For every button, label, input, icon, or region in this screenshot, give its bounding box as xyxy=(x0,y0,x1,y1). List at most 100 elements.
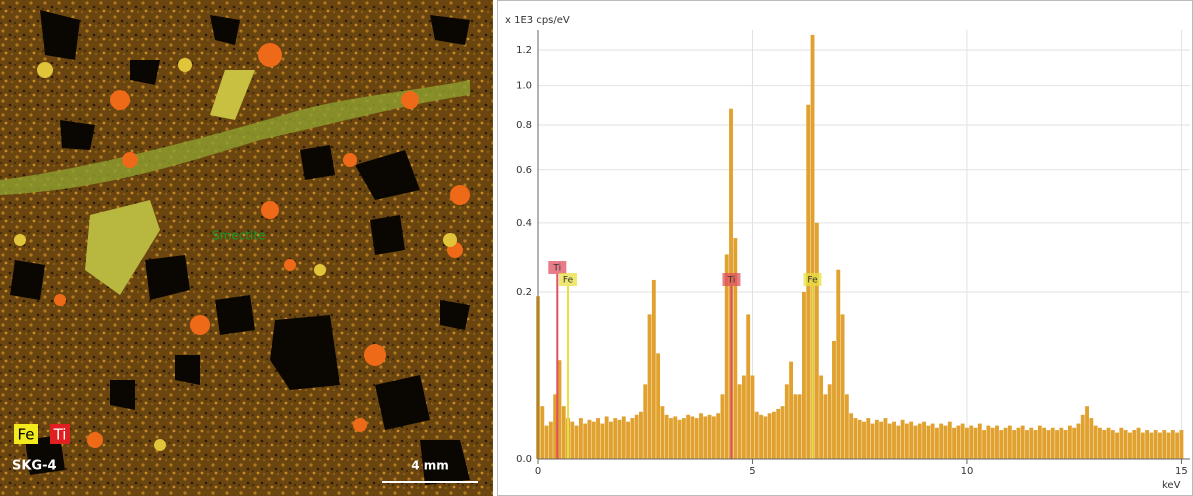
spectrum-bar xyxy=(892,421,896,459)
spectrum-bar xyxy=(1093,425,1098,459)
spectrum-bar xyxy=(879,421,884,459)
spectrum-bar xyxy=(639,411,643,459)
spectrum-bar xyxy=(690,416,695,459)
spectrum: x 1E3 cps/eV keV 0.0 0.2 0.4 0.6 0.8 1.0 1.2 0 5 10… xyxy=(505,15,1190,491)
spectrum-bar xyxy=(548,421,553,459)
spectrum-bar xyxy=(990,427,995,459)
spectrum-bar xyxy=(1059,427,1064,459)
spectrum-bar xyxy=(896,425,901,459)
spectrum-bar xyxy=(1123,430,1128,459)
spectrum-bar xyxy=(849,413,854,459)
spectrum-bar xyxy=(1055,430,1059,459)
spectrum-bar xyxy=(780,406,785,459)
spectrum-bar xyxy=(643,384,648,459)
spectrum-bar xyxy=(604,416,609,459)
spectrum-bar xyxy=(656,353,661,459)
spectrum-bar xyxy=(1128,432,1132,459)
x-tick-label: 10 xyxy=(961,466,974,477)
spectrum-bar xyxy=(797,394,802,459)
spectrum-bar xyxy=(965,427,969,459)
spectrum-bar xyxy=(613,418,618,459)
spectrum-bar xyxy=(771,411,776,459)
spectrum-bar xyxy=(1012,430,1017,459)
spectrum-bar xyxy=(1166,432,1171,459)
spectrum-bar xyxy=(1016,427,1021,459)
y-tick-label: 0.8 xyxy=(516,120,532,131)
spectrum-bar xyxy=(999,430,1004,459)
spectrum-bar xyxy=(660,406,665,459)
spectrum-bar xyxy=(862,421,866,459)
spectrum-bar xyxy=(982,430,987,459)
spectrum-bar xyxy=(1145,430,1150,459)
spectrum-bar xyxy=(814,222,819,459)
spectrum-bar xyxy=(759,414,763,459)
spectrum-bar xyxy=(553,394,558,459)
spectrum-bar xyxy=(724,254,729,459)
spectrum-bar xyxy=(995,425,999,459)
spectrum-bar xyxy=(947,421,952,459)
y-tick-label: 0.6 xyxy=(516,165,532,176)
y-axis-title: x 1E3 cps/eV xyxy=(505,15,570,26)
spectrum-bar xyxy=(866,418,871,459)
spectrum-bar xyxy=(986,425,991,459)
spectrum-bar xyxy=(647,314,652,459)
spectrum-bar xyxy=(1132,430,1137,459)
spectrum-bar xyxy=(1097,427,1102,459)
spectrum-bar xyxy=(608,421,613,459)
marker-box xyxy=(548,261,567,274)
spectrum-bar xyxy=(1179,430,1184,459)
spectrum-bar xyxy=(874,419,879,459)
spectrum-bar xyxy=(913,425,918,459)
x-tick-label: 5 xyxy=(749,466,755,477)
spectrum-bar xyxy=(844,394,849,459)
spectrum-bar xyxy=(699,413,703,459)
spectrum-bar xyxy=(750,375,755,459)
element-swatch xyxy=(50,424,70,444)
spectrum-bar xyxy=(1033,430,1038,459)
spectrum-bar xyxy=(591,421,596,459)
spectrum-bar xyxy=(784,384,789,459)
spectrum-bar xyxy=(969,425,974,459)
spectrum-bar xyxy=(1003,427,1008,459)
spectrum-bar xyxy=(857,419,862,459)
x-tick-label: 15 xyxy=(1175,466,1188,477)
spectrum-bar xyxy=(1175,432,1180,459)
spectrum-bar xyxy=(694,418,699,459)
spectrum-bar xyxy=(1162,430,1167,459)
spectrum-bar xyxy=(1020,425,1025,459)
spectrum-bar xyxy=(887,423,892,459)
spectrum-bar xyxy=(720,394,725,459)
spectrum-bar xyxy=(1029,427,1034,459)
marker-label: Ti xyxy=(552,264,561,274)
spectrum-bar xyxy=(1158,432,1162,459)
spectrum-bar xyxy=(754,411,759,459)
spectrum-bar xyxy=(570,421,575,459)
spectrum-bar xyxy=(1025,430,1029,459)
spectrum-bar xyxy=(578,418,583,459)
spectrum-bar xyxy=(1115,432,1120,459)
spectrum-bar xyxy=(733,238,738,459)
spectrum-bar xyxy=(681,418,686,459)
spectrum-bar xyxy=(1080,414,1085,459)
spectrum-bar xyxy=(1072,427,1077,459)
spectrum-bar xyxy=(737,384,742,459)
spectrum-bar xyxy=(1102,430,1107,459)
spectrum-bar xyxy=(1106,427,1111,459)
spectrum-bar xyxy=(960,423,965,459)
spectrum-bar xyxy=(763,416,768,459)
spectrum-bar xyxy=(840,314,845,459)
spectrum-bar xyxy=(832,340,836,459)
spectrum-bar xyxy=(669,418,673,459)
spectrum-bar xyxy=(939,423,944,459)
spectrum-bar xyxy=(789,361,794,459)
spectrum-bar xyxy=(1089,418,1094,459)
y-tick-label: 0.0 xyxy=(516,454,532,465)
spectrum-bar xyxy=(1110,430,1115,459)
element-label: Ti xyxy=(53,426,67,444)
spectrum-bar xyxy=(952,427,957,459)
spectrum-bar xyxy=(561,406,566,459)
spectrum-bar xyxy=(819,375,824,459)
spectrum-bar xyxy=(626,421,631,459)
